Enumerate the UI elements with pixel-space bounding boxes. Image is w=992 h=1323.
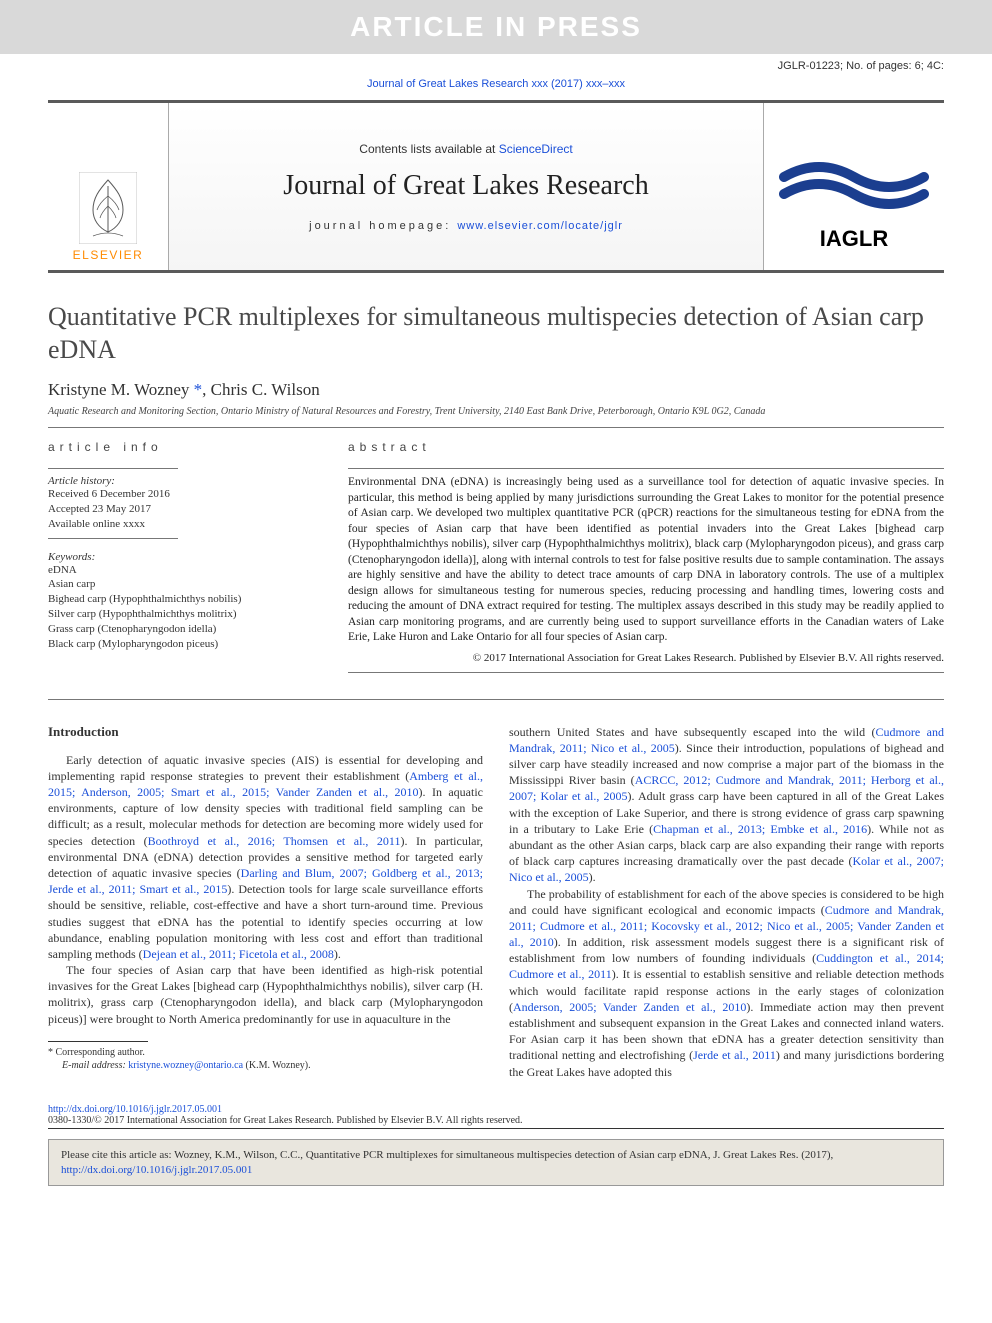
body-top-rule — [48, 699, 944, 700]
citation-link[interactable]: Jerde et al., 2011 — [693, 1048, 776, 1062]
info-top-rule — [48, 427, 944, 428]
issn-copyright-line: 0380-1330/© 2017 International Associati… — [48, 1115, 944, 1126]
keyword-1: eDNA — [48, 563, 318, 578]
abstract-bottom-rule — [348, 672, 944, 673]
please-cite-box: Please cite this article as: Wozney, K.M… — [48, 1139, 944, 1187]
society-logo-block: IAGLR — [764, 103, 944, 270]
abstract-column: abstract Environmental DNA (eDNA) is inc… — [348, 440, 944, 679]
corresponding-author-mark[interactable]: * — [194, 380, 203, 399]
keywords-block: Keywords: eDNA Asian carp Bighead carp (… — [48, 551, 318, 652]
keyword-2: Asian carp — [48, 577, 318, 592]
keyword-6: Black carp (Mylopharyngodon piceus) — [48, 637, 318, 652]
cite-doi-link[interactable]: http://dx.doi.org/10.1016/j.jglr.2017.05… — [61, 1164, 252, 1176]
journal-ref-link[interactable]: Journal of Great Lakes Research xxx (201… — [367, 78, 625, 90]
journal-homepage-line: journal homepage: www.elsevier.com/locat… — [309, 220, 623, 232]
abstract-text: Environmental DNA (eDNA) is increasingly… — [348, 475, 944, 646]
footnote-marker: * Corresponding author. — [48, 1046, 483, 1059]
author-name-2: , Chris C. Wilson — [202, 380, 320, 399]
banner-text: ARTICLE IN PRESS — [350, 11, 642, 43]
citation-link[interactable]: Anderson, 2005; Vander Zanden et al., 20… — [513, 1000, 746, 1014]
introduction-heading: Introduction — [48, 724, 483, 740]
page-footer: http://dx.doi.org/10.1016/j.jglr.2017.05… — [48, 1104, 944, 1129]
keyword-3: Bighead carp (Hypophthalmichthys nobilis… — [48, 592, 318, 607]
article-in-press-banner: ARTICLE IN PRESS — [0, 0, 992, 54]
email-label: E-mail address: — [62, 1060, 128, 1071]
history-line-2: Accepted 23 May 2017 — [48, 502, 318, 517]
journal-homepage-link[interactable]: www.elsevier.com/locate/jglr — [457, 220, 623, 232]
citation-link[interactable]: Dejean et al., 2011; Ficetola et al., 20… — [143, 947, 334, 961]
elsevier-tree-icon — [79, 172, 137, 244]
publisher-logo-block: ELSEVIER — [48, 103, 168, 270]
info-subrule-2 — [48, 538, 178, 539]
sciencedirect-link[interactable]: ScienceDirect — [499, 142, 573, 156]
homepage-prefix: journal homepage: — [309, 220, 457, 232]
history-line-3: Available online xxxx — [48, 517, 318, 532]
corresponding-author-footnote: * Corresponding author. E-mail address: … — [48, 1046, 483, 1072]
author-email-link[interactable]: kristyne.wozney@ontario.ca — [128, 1060, 243, 1071]
keywords-label: Keywords: — [48, 551, 318, 563]
email-suffix: (K.M. Wozney). — [243, 1060, 311, 1071]
intro-para-3: southern United States and have subseque… — [509, 724, 944, 886]
article-history-label: Article history: — [48, 475, 318, 487]
info-subrule-1 — [48, 468, 178, 469]
keyword-5: Grass carp (Ctenopharyngodon idella) — [48, 622, 318, 637]
elsevier-label: ELSEVIER — [73, 248, 144, 262]
intro-para-4: The probability of establishment for eac… — [509, 886, 944, 1080]
history-line-1: Received 6 December 2016 — [48, 487, 318, 502]
journal-reference-line: Journal of Great Lakes Research xxx (201… — [0, 74, 992, 100]
masthead-center: Contents lists available at ScienceDirec… — [168, 103, 764, 270]
citation-link[interactable]: Boothroyd et al., 2016; Thomsen et al., … — [148, 834, 401, 848]
footnote-rule — [48, 1041, 148, 1042]
doi-link[interactable]: http://dx.doi.org/10.1016/j.jglr.2017.05… — [48, 1104, 222, 1115]
contents-lists-line: Contents lists available at ScienceDirec… — [359, 142, 572, 156]
paper-title: Quantitative PCR multiplexes for simulta… — [48, 301, 944, 366]
info-abstract-row: article info Article history: Received 6… — [48, 440, 944, 679]
citation-link[interactable]: Chapman et al., 2013; Embke et al., 2016 — [653, 822, 867, 836]
article-info-heading: article info — [48, 440, 318, 454]
article-info-column: article info Article history: Received 6… — [48, 440, 318, 679]
body-two-column: Introduction Early detection of aquatic … — [48, 724, 944, 1080]
contents-prefix: Contents lists available at — [359, 142, 498, 156]
abstract-copyright: © 2017 International Association for Gre… — [348, 652, 944, 664]
author-name-1: Kristyne M. Wozney — [48, 380, 194, 399]
iaglr-label: IAGLR — [820, 226, 888, 252]
journal-masthead: ELSEVIER Contents lists available at Sci… — [48, 103, 944, 273]
abstract-subrule — [348, 468, 944, 469]
cite-prefix: Please cite this article as: Wozney, K.M… — [61, 1149, 833, 1161]
author-affiliation: Aquatic Research and Monitoring Section,… — [48, 406, 944, 417]
author-list: Kristyne M. Wozney *, Chris C. Wilson — [48, 380, 944, 400]
abstract-heading: abstract — [348, 440, 944, 454]
body-column-left: Introduction Early detection of aquatic … — [48, 724, 483, 1080]
body-column-right: southern United States and have subseque… — [509, 724, 944, 1080]
journal-name: Journal of Great Lakes Research — [283, 170, 648, 202]
running-head: JGLR-01223; No. of pages: 6; 4C: — [0, 54, 992, 74]
keyword-4: Silver carp (Hypophthalmichthys molitrix… — [48, 607, 318, 622]
intro-para-2: The four species of Asian carp that have… — [48, 962, 483, 1027]
iaglr-logo-icon — [779, 122, 929, 222]
intro-para-1: Early detection of aquatic invasive spec… — [48, 752, 483, 962]
footer-rule — [48, 1128, 944, 1129]
